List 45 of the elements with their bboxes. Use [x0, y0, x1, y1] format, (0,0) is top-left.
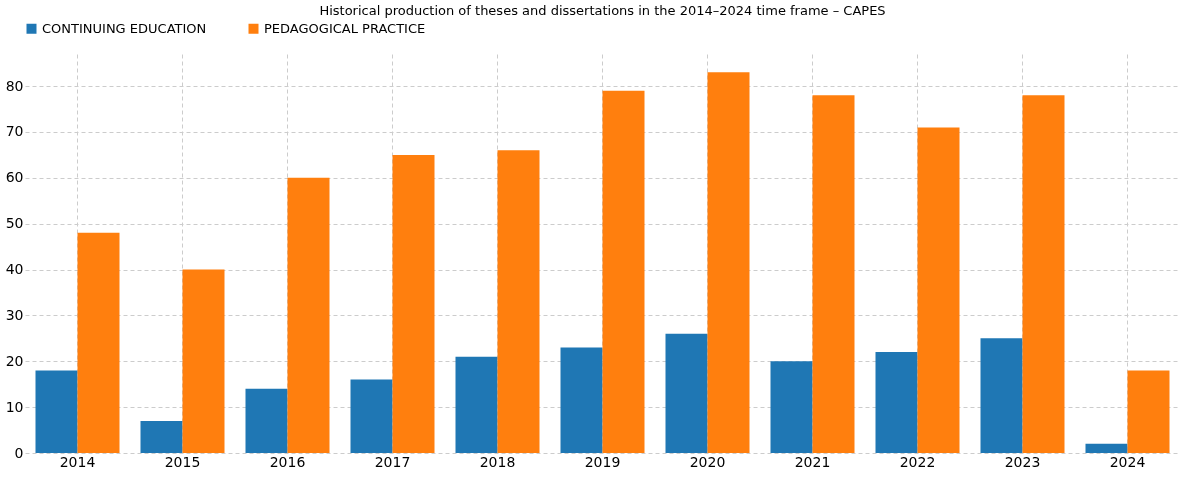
bar: [707, 72, 750, 453]
y-tick-label: 50: [5, 215, 24, 232]
bar: [77, 232, 120, 453]
x-tick-label: 2019: [584, 453, 621, 470]
bar: [602, 90, 645, 453]
bar: [875, 352, 918, 453]
x-tick-label: 2022: [899, 453, 936, 470]
x-tick-label: 2018: [479, 453, 516, 470]
bar: [560, 347, 603, 453]
y-tick-label: 40: [5, 261, 24, 278]
bar: [287, 177, 330, 453]
x-tick-label: 2020: [689, 453, 726, 470]
bar: [1085, 443, 1128, 453]
bar: [1022, 95, 1065, 453]
bar: [140, 420, 183, 453]
legend-label: CONTINUING EDUCATION: [42, 20, 207, 36]
x-tick-label: 2024: [1109, 453, 1146, 470]
y-tick-label: 80: [5, 77, 24, 94]
y-tick-label: 70: [5, 123, 24, 140]
y-tick-label: 60: [5, 169, 24, 186]
x-tick-label: 2015: [164, 453, 201, 470]
bar: [665, 333, 708, 453]
bar: [1127, 370, 1170, 453]
bar: [455, 356, 498, 453]
bar: [245, 388, 288, 453]
bar: [182, 269, 225, 453]
bar: [812, 95, 855, 453]
bar: [392, 154, 435, 453]
y-tick-label: 10: [5, 398, 24, 415]
y-tick-label: 0: [14, 444, 24, 461]
bar: [35, 370, 78, 453]
x-tick-label: 2014: [59, 453, 96, 470]
x-tick-label: 2021: [794, 453, 831, 470]
x-tick-label: 2016: [269, 453, 306, 470]
bar: [980, 338, 1023, 453]
y-tick-label: 30: [5, 306, 24, 323]
chart-title: Historical production of theses and dissertations in the 2014–2024 time frame – CAPES: [319, 3, 886, 18]
legend-label: PEDAGOGICAL PRACTICE: [264, 20, 426, 36]
bar: [497, 150, 540, 453]
y-tick-label: 20: [5, 352, 24, 369]
x-tick-label: 2023: [1004, 453, 1041, 470]
x-tick-label: 2017: [374, 453, 411, 470]
bar: [917, 127, 960, 453]
bar: [770, 361, 813, 453]
bar: [350, 379, 393, 453]
